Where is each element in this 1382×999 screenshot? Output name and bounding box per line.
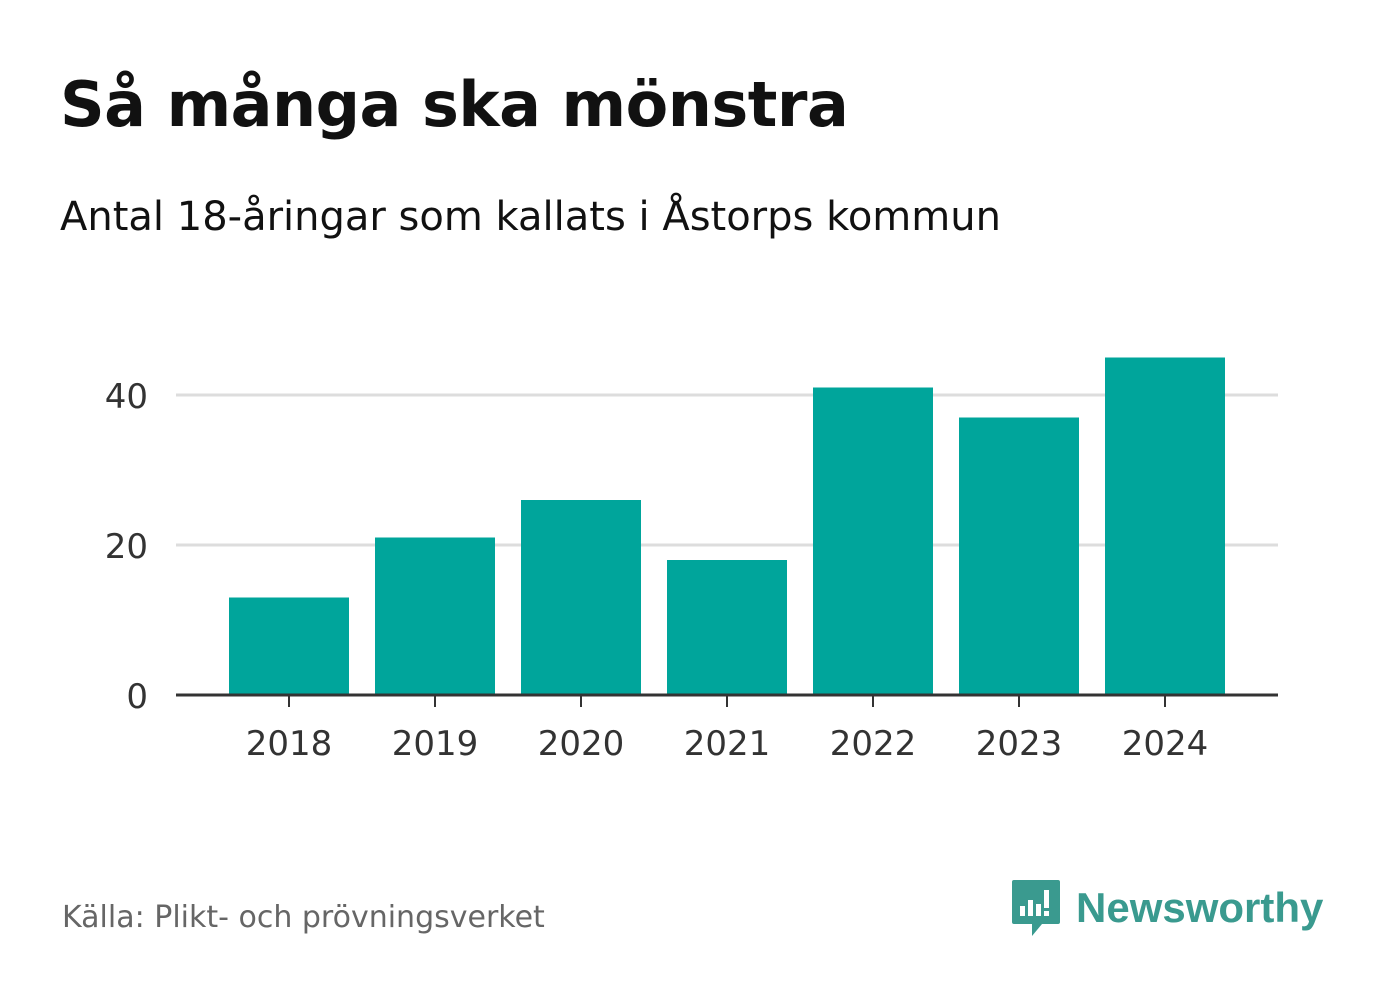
x-tick-label: 2022 <box>830 724 917 764</box>
x-axis: 2018 2019 2020 2021 2022 2023 2024 <box>176 693 1278 764</box>
x-tick-label: 2021 <box>684 724 771 764</box>
y-axis-tick-labels: 0 20 40 <box>105 377 148 717</box>
chart-title: Så många ska mönstra <box>60 68 849 141</box>
bar-2024 <box>1105 357 1225 695</box>
source-note: Källa: Plikt- och prövningsverket <box>62 900 545 935</box>
bars <box>229 357 1225 695</box>
bar-chart-speech-bubble-icon <box>1012 880 1060 936</box>
brand-logo: Newsworthy <box>1010 878 1323 938</box>
bar-2020 <box>521 500 641 695</box>
x-tick-label: 2024 <box>1122 724 1209 764</box>
y-tick-label: 40 <box>105 377 148 417</box>
bar-2021 <box>667 560 787 695</box>
bar-2023 <box>959 417 1079 695</box>
bar-2018 <box>229 597 349 695</box>
y-tick-label: 0 <box>126 677 148 717</box>
x-tick-label: 2018 <box>246 724 333 764</box>
x-tick-label: 2019 <box>392 724 479 764</box>
gridlines <box>176 393 1278 547</box>
y-tick-label: 20 <box>105 527 148 567</box>
bar-2022 <box>813 387 933 695</box>
x-tick-label: 2020 <box>538 724 625 764</box>
brand-name: Newsworthy <box>1076 884 1324 931</box>
bar-2019 <box>375 537 495 695</box>
x-tick-label: 2023 <box>976 724 1063 764</box>
chart-subtitle: Antal 18-åringar som kallats i Åstorps k… <box>60 194 1001 240</box>
